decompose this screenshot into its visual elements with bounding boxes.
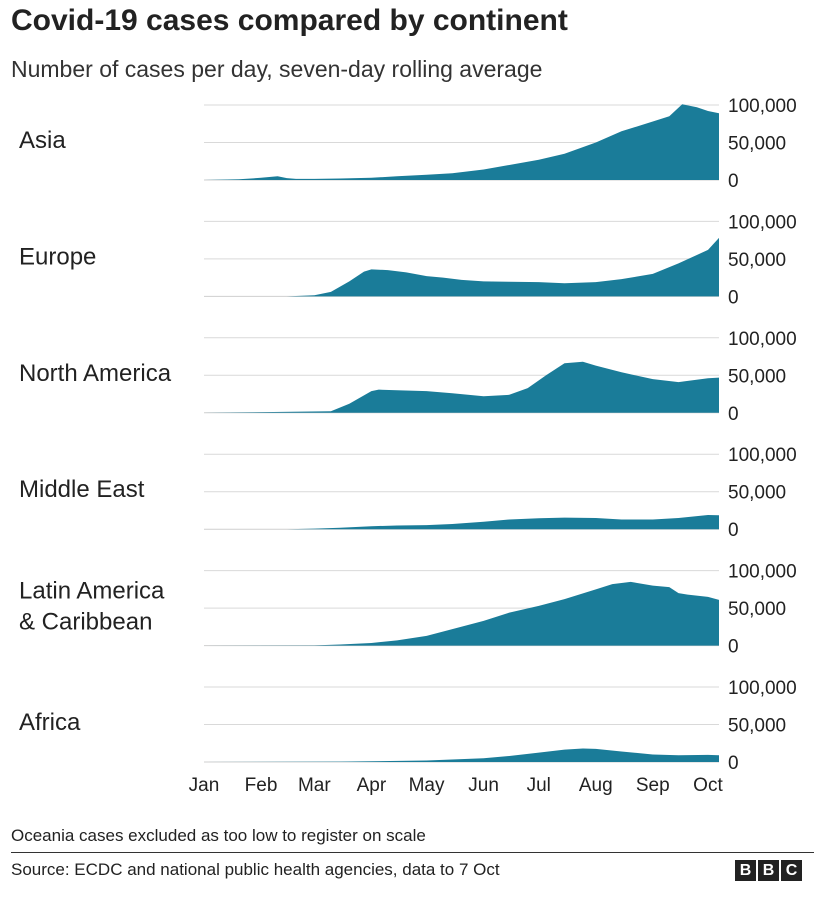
y-tick-label: 50,000 <box>728 716 786 737</box>
y-tick-label: 50,000 <box>728 366 786 387</box>
y-tick-label: 50,000 <box>728 483 786 504</box>
x-tick-label: Jan <box>189 775 220 796</box>
y-tick-label: 100,000 <box>728 329 797 350</box>
y-tick-label: 0 <box>728 171 739 192</box>
series-label: North America <box>19 360 172 387</box>
y-tick-label: 100,000 <box>728 212 797 233</box>
x-tick-label: Sep <box>636 775 670 796</box>
y-tick-label: 100,000 <box>728 678 797 699</box>
chart-subtitle: Number of cases per day, seven-day rolli… <box>11 56 543 82</box>
series-label: Middle East <box>19 476 145 503</box>
y-tick-label: 0 <box>728 287 739 308</box>
y-tick-label: 0 <box>728 404 739 425</box>
series-label: Europe <box>19 243 96 270</box>
x-tick-label: Aug <box>579 775 613 796</box>
x-tick-label: Jun <box>468 775 499 796</box>
footnote: Oceania cases excluded as too low to reg… <box>11 826 426 845</box>
y-tick-label: 50,000 <box>728 134 786 155</box>
x-tick-label: Oct <box>693 775 723 796</box>
y-tick-label: 0 <box>728 520 739 541</box>
series-label: Africa <box>19 709 81 736</box>
x-tick-label: May <box>409 775 445 796</box>
series-area-middle-east <box>204 515 719 530</box>
source-note: Source: ECDC and national public health … <box>11 860 500 879</box>
x-tick-label: Mar <box>298 775 331 796</box>
series-label: Asia <box>19 127 66 154</box>
y-tick-label: 50,000 <box>728 250 786 271</box>
x-tick-label: Jul <box>527 775 551 796</box>
y-tick-label: 100,000 <box>728 562 797 583</box>
y-tick-label: 0 <box>728 753 739 774</box>
series-area-latin-america-caribbean <box>204 581 719 646</box>
x-tick-label: Apr <box>357 775 387 796</box>
small-multiples-area-chart: 0 50,000 100,000 Asia 0 50,000 100,000 Europe 0 5… <box>19 96 797 796</box>
series-area-africa <box>204 748 719 762</box>
series-area-asia <box>204 104 719 180</box>
series-label: & Caribbean <box>19 609 152 636</box>
y-tick-label: 50,000 <box>728 599 786 620</box>
y-tick-label: 0 <box>728 637 739 658</box>
bbc-logo-letter: C <box>781 860 802 881</box>
y-tick-label: 100,000 <box>728 96 797 117</box>
bbc-logo-letter: B <box>758 860 779 881</box>
chart-title: Covid-19 cases compared by continent <box>11 4 568 37</box>
series-area-europe <box>204 237 719 297</box>
bbc-logo: B B C <box>735 860 802 881</box>
series-area-north-america <box>204 361 719 413</box>
footer-divider <box>11 852 814 853</box>
y-tick-label: 100,000 <box>728 445 797 466</box>
bbc-logo-letter: B <box>735 860 756 881</box>
series-label: Latin America <box>19 578 165 605</box>
x-tick-label: Feb <box>245 775 278 796</box>
